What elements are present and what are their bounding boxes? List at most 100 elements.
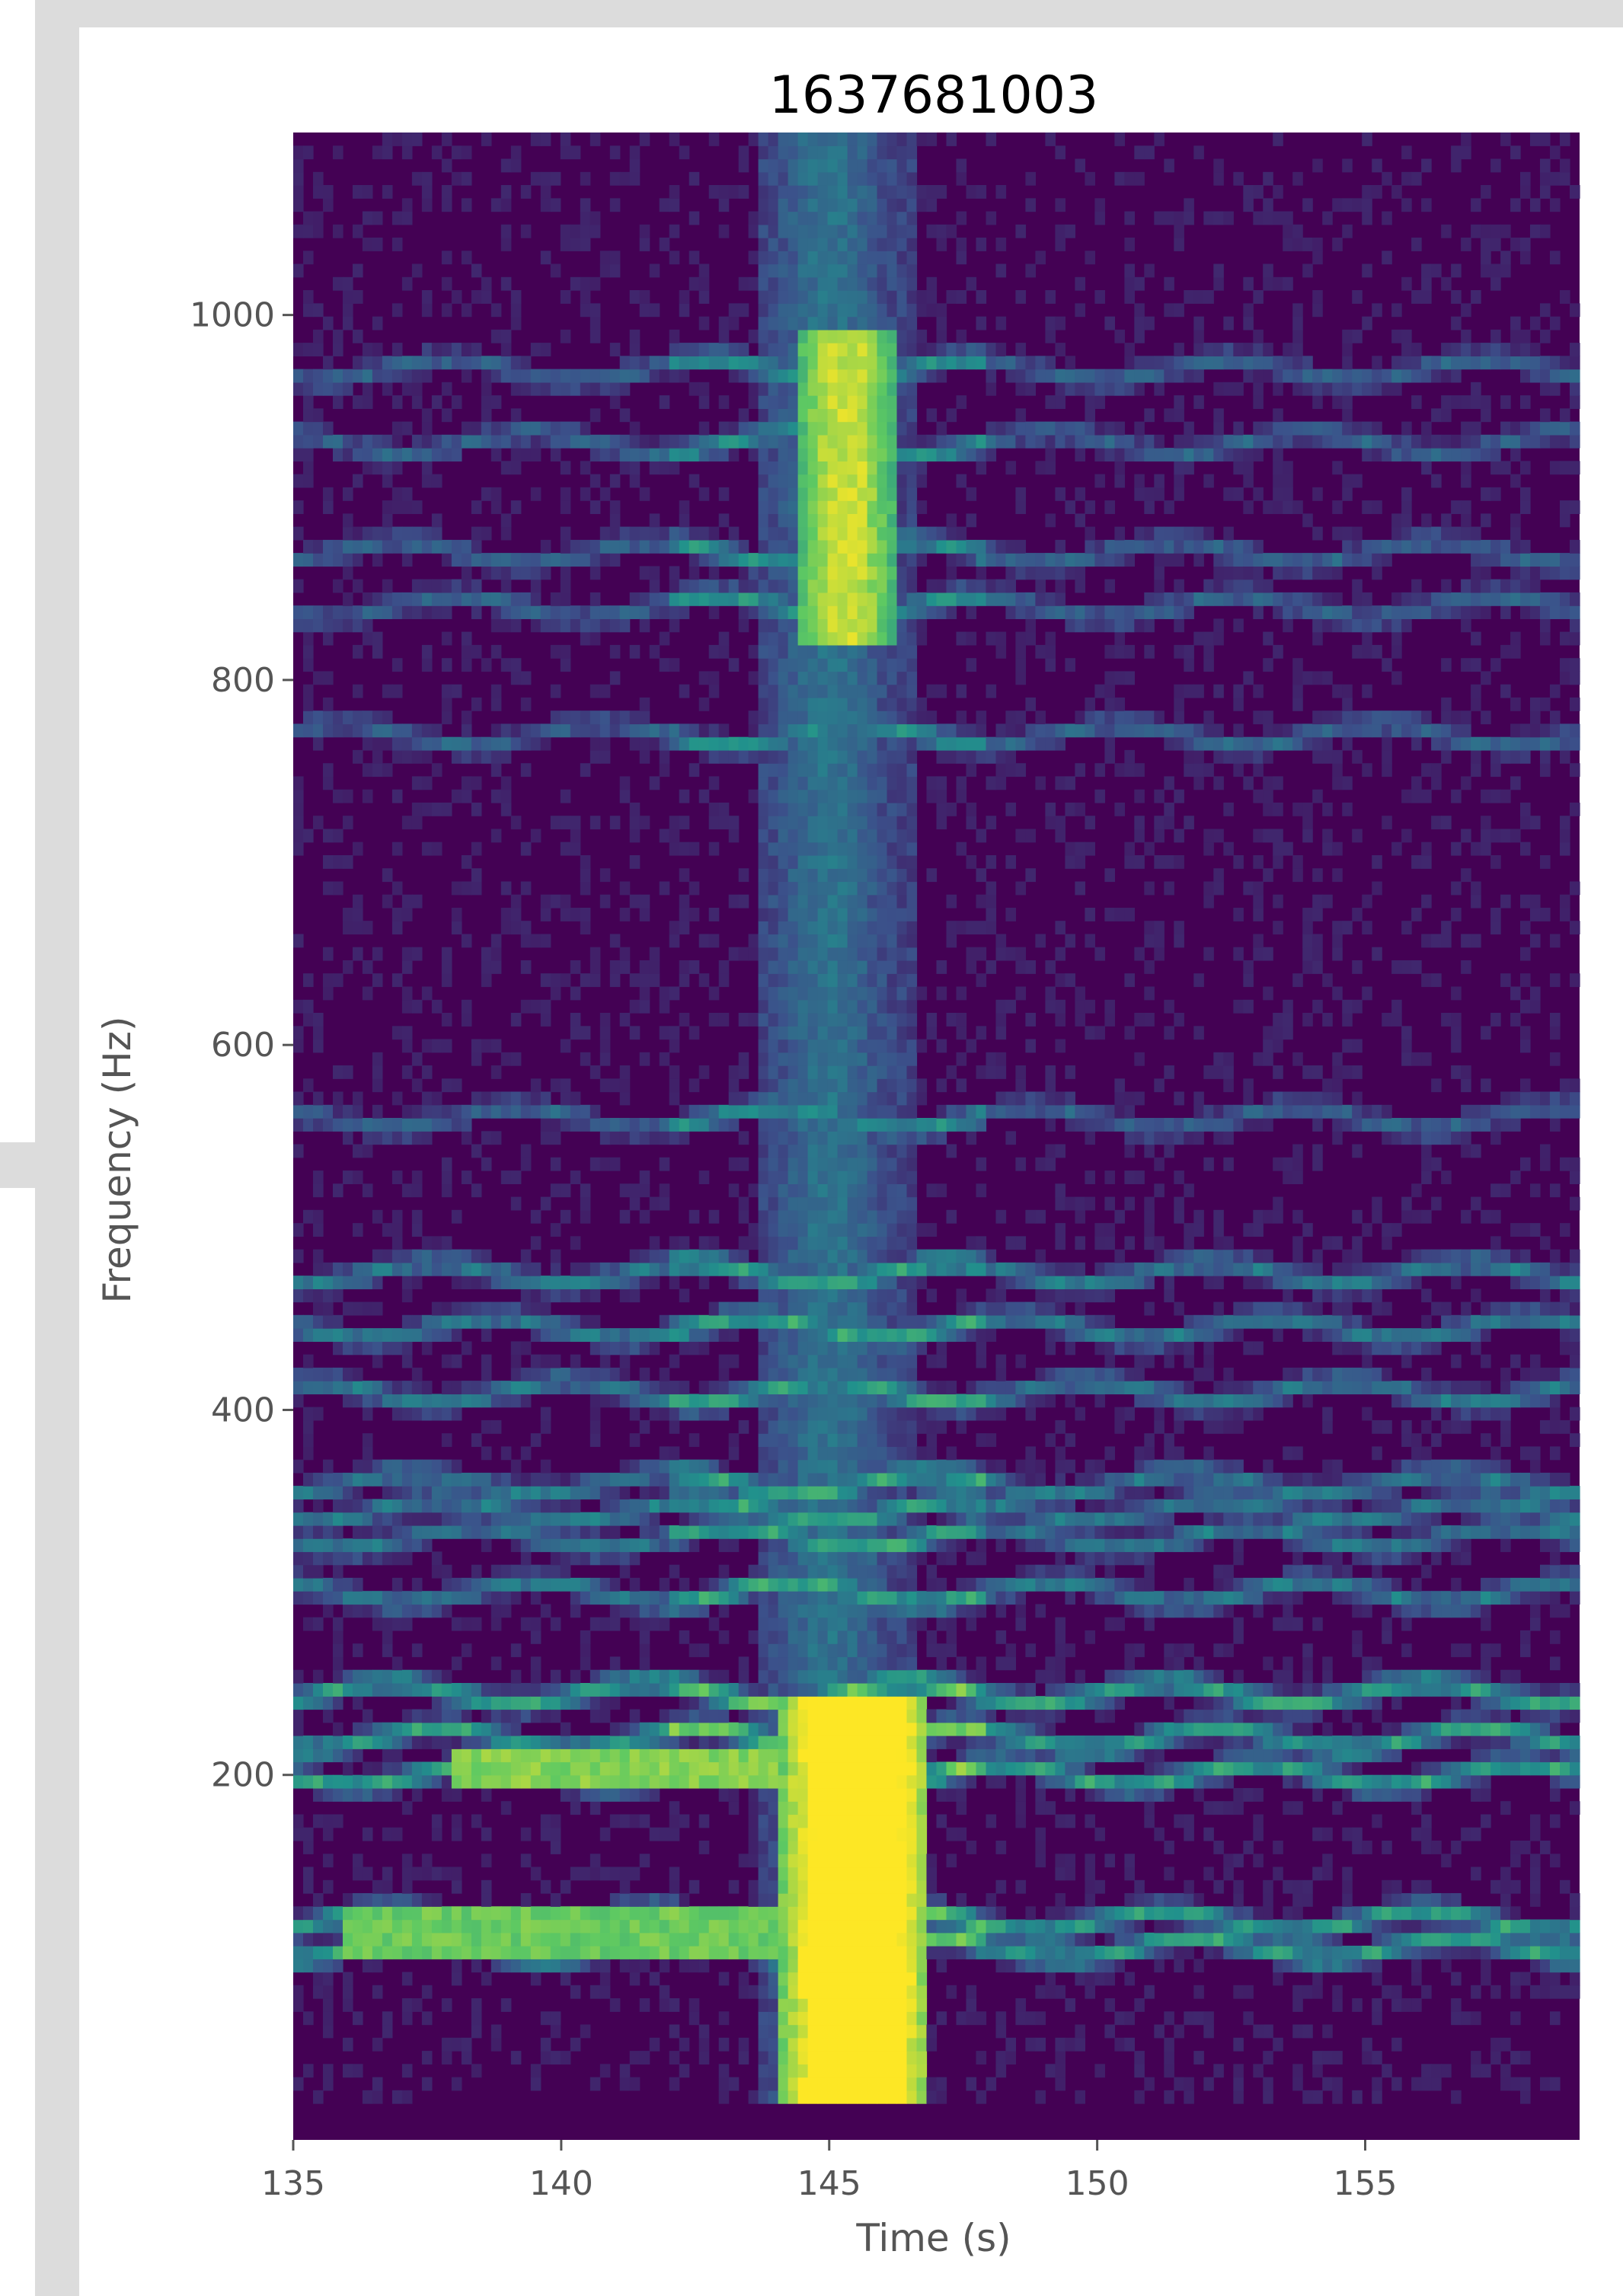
- spectrogram-cell: [323, 1998, 334, 2012]
- spectrogram-cell: [372, 1774, 383, 1789]
- spectrogram-cell: [659, 448, 670, 461]
- spectrogram-cell: [669, 434, 680, 449]
- spectrogram-cell: [688, 1394, 700, 1408]
- spectrogram-cell: [293, 1249, 304, 1263]
- spectrogram-cell: [758, 605, 769, 619]
- spectrogram-cell: [481, 526, 492, 541]
- spectrogram-cell: [669, 1276, 680, 1289]
- spectrogram-cell: [401, 749, 413, 764]
- spectrogram-cell: [362, 1709, 373, 1723]
- spectrogram-cell: [382, 1591, 393, 1605]
- spectrogram-cell: [639, 1170, 650, 1184]
- spectrogram-cell: [847, 1525, 858, 1539]
- spectrogram-cell: [817, 1919, 829, 1934]
- spectrogram-cell: [778, 1499, 789, 1513]
- spectrogram-cell: [629, 592, 641, 606]
- spectrogram-cell: [847, 999, 858, 1014]
- spectrogram-cell: [353, 1091, 363, 1106]
- spectrogram-cell: [778, 684, 789, 698]
- spectrogram-cell: [639, 2051, 650, 2064]
- spectrogram-cell: [857, 723, 868, 738]
- spectrogram-cell: [490, 697, 502, 711]
- spectrogram-cell: [768, 1577, 779, 1592]
- spectrogram-cell: [550, 1183, 561, 1198]
- spectrogram-cell: [659, 1459, 670, 1474]
- spectrogram-cell: [827, 960, 839, 974]
- spectrogram-cell: [778, 1946, 789, 1959]
- spectrogram-cell: [481, 1946, 492, 1959]
- spectrogram-cell: [629, 158, 641, 173]
- spectrogram-cell: [768, 2024, 779, 2039]
- spectrogram-cell: [431, 1499, 442, 1513]
- spectrogram-cell: [728, 894, 740, 909]
- spectrogram-cell: [323, 1696, 334, 1710]
- spectrogram-cell: [599, 263, 611, 278]
- spectrogram-cell: [827, 487, 839, 501]
- spectrogram-cell: [441, 1906, 452, 1921]
- spectrogram-cell: [797, 1433, 809, 1447]
- spectrogram-cell: [669, 1249, 680, 1263]
- spectrogram-cell: [372, 711, 383, 725]
- spectrogram-cell: [589, 211, 601, 225]
- spectrogram-cell: [639, 1761, 650, 1776]
- spectrogram-cell: [788, 1499, 799, 1513]
- spectrogram-cell: [481, 1906, 492, 1921]
- spectrogram-cell: [471, 526, 482, 541]
- spectrogram-cell: [788, 789, 799, 803]
- spectrogram-cell: [421, 1341, 433, 1356]
- spectrogram-cell: [382, 592, 393, 606]
- spectrogram-cell: [827, 1052, 839, 1066]
- spectrogram-cell: [540, 1486, 551, 1499]
- spectrogram-cell: [550, 1131, 561, 1145]
- spectrogram-cell: [738, 1709, 749, 1723]
- spectrogram-cell: [589, 1328, 601, 1342]
- spectrogram-cell: [401, 1893, 413, 1907]
- spectrogram-cell: [817, 1696, 829, 1710]
- spectrogram-cell: [570, 1289, 581, 1303]
- spectrogram-cell: [293, 934, 304, 948]
- spectrogram-cell: [788, 1170, 799, 1184]
- spectrogram-cell: [313, 1985, 324, 1999]
- spectrogram-cell: [738, 1209, 749, 1224]
- spectrogram-cell: [807, 1026, 819, 1040]
- spectrogram-cell: [540, 1381, 551, 1394]
- spectrogram-cell: [708, 1774, 720, 1789]
- spectrogram-cell: [758, 1801, 769, 1815]
- spectrogram-cell: [807, 1879, 819, 1894]
- spectrogram-cell: [857, 658, 868, 672]
- spectrogram-cell: [500, 1998, 512, 2012]
- spectrogram-cell: [708, 1683, 720, 1697]
- spectrogram-cell: [698, 382, 710, 396]
- spectrogram-cell: [778, 303, 789, 318]
- spectrogram-cell: [847, 1512, 858, 1526]
- spectrogram-cell: [847, 1289, 858, 1303]
- spectrogram-cell: [837, 395, 848, 409]
- spectrogram-cell: [778, 1314, 789, 1329]
- spectrogram-cell: [333, 1262, 343, 1276]
- spectrogram-cell: [857, 684, 868, 698]
- spectrogram-cell: [768, 408, 779, 423]
- spectrogram-cell: [451, 1577, 462, 1592]
- spectrogram-cell: [837, 816, 848, 830]
- spectrogram-cell: [293, 776, 304, 790]
- spectrogram-cell: [550, 1669, 561, 1684]
- spectrogram-cell: [570, 1276, 581, 1289]
- spectrogram-cell: [797, 1341, 809, 1356]
- spectrogram-cell: [411, 1407, 423, 1421]
- spectrogram-cell: [639, 1919, 650, 1934]
- spectrogram-cell: [788, 1538, 799, 1553]
- spectrogram-cell: [778, 1196, 789, 1211]
- spectrogram-cell: [748, 1276, 759, 1289]
- spectrogram-cell: [639, 526, 650, 541]
- spectrogram-cell: [847, 2051, 858, 2064]
- spectrogram-cell: [333, 1104, 343, 1119]
- spectrogram-cell: [738, 276, 749, 291]
- spectrogram-cell: [333, 1683, 343, 1697]
- spectrogram-cell: [847, 1236, 858, 1250]
- spectrogram-cell: [797, 500, 809, 514]
- spectrogram-cell: [599, 553, 611, 567]
- spectrogram-cell: [778, 618, 789, 633]
- spectrogram-cell: [857, 1985, 868, 1999]
- spectrogram-cell: [421, 1669, 433, 1684]
- spectrogram-cell: [649, 1262, 660, 1276]
